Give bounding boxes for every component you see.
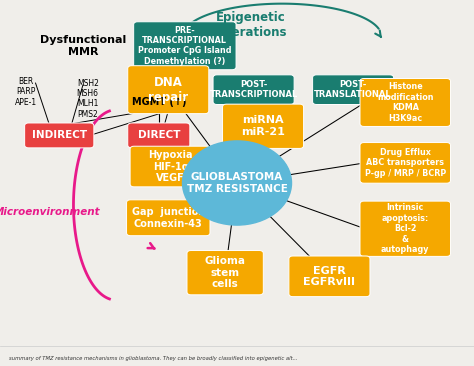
FancyBboxPatch shape <box>25 123 94 148</box>
FancyBboxPatch shape <box>360 79 450 127</box>
Text: EGFR
EGFRvIII: EGFR EGFRvIII <box>303 265 356 287</box>
FancyBboxPatch shape <box>213 75 294 105</box>
Text: POST-
TRANSCRIPTIONAL: POST- TRANSCRIPTIONAL <box>210 80 298 100</box>
Text: Epigenetic
alterations: Epigenetic alterations <box>215 11 287 39</box>
Text: Microenvironment: Microenvironment <box>0 207 100 217</box>
Text: PRE-
TRANSCRIPTIONAL
Promoter CpG Island
Demethylation (?): PRE- TRANSCRIPTIONAL Promoter CpG Island… <box>138 26 232 66</box>
Text: miRNA
miR-21: miRNA miR-21 <box>241 115 285 137</box>
Text: DNA
repair: DNA repair <box>148 76 188 104</box>
Text: MGMT (↑): MGMT (↑) <box>132 97 186 108</box>
FancyBboxPatch shape <box>313 75 393 105</box>
Text: Gap  junction
Connexin-43: Gap junction Connexin-43 <box>132 207 205 229</box>
Text: DIRECT: DIRECT <box>137 130 180 141</box>
Text: Dysfunctional
MMR: Dysfunctional MMR <box>40 35 126 57</box>
FancyBboxPatch shape <box>134 22 236 70</box>
Text: MSH2
MSH6
MLH1
PMS2: MSH2 MSH6 MLH1 PMS2 <box>77 79 99 119</box>
FancyBboxPatch shape <box>128 123 190 148</box>
Text: Histone
modification
KDMA
H3K9ac: Histone modification KDMA H3K9ac <box>377 82 434 123</box>
Text: GLIOBLASTOMA
TMZ RESISTANCE: GLIOBLASTOMA TMZ RESISTANCE <box>187 172 287 194</box>
FancyBboxPatch shape <box>360 142 450 183</box>
FancyBboxPatch shape <box>289 256 370 296</box>
Text: Glioma
stem
cells: Glioma stem cells <box>205 256 246 289</box>
Text: BER
PARP
APE-1: BER PARP APE-1 <box>15 77 37 107</box>
FancyBboxPatch shape <box>223 104 304 149</box>
Ellipse shape <box>182 141 292 225</box>
Text: Hypoxia
HIF-1α
VEGF: Hypoxia HIF-1α VEGF <box>148 150 193 183</box>
Text: summary of TMZ resistance mechanisms in glioblastoma. They can be broadly classi: summary of TMZ resistance mechanisms in … <box>9 355 298 361</box>
FancyBboxPatch shape <box>130 146 211 187</box>
Text: INDIRECT: INDIRECT <box>32 130 87 141</box>
FancyBboxPatch shape <box>127 200 210 236</box>
Text: POST-
TRANSLATIONAL: POST- TRANSLATIONAL <box>314 80 392 100</box>
Text: Intrinsic
apoptosis:
Bcl-2
&
autophagy: Intrinsic apoptosis: Bcl-2 & autophagy <box>381 203 429 254</box>
FancyBboxPatch shape <box>187 250 263 295</box>
FancyBboxPatch shape <box>360 201 450 256</box>
FancyBboxPatch shape <box>128 66 209 113</box>
Text: Drug Efflux
ABC transporters
P-gp / MRP / BCRP: Drug Efflux ABC transporters P-gp / MRP … <box>365 148 446 178</box>
